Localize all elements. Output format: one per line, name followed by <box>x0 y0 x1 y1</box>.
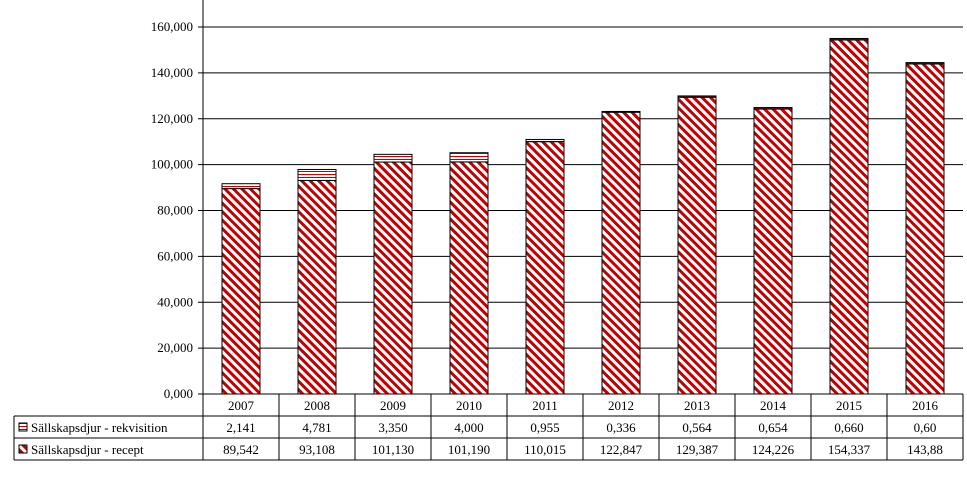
x-tick-label: 2007 <box>228 398 255 413</box>
y-tick-label: 100,000 <box>151 157 193 172</box>
bar-recept-2013 <box>677 96 717 395</box>
data-label: 124,226 <box>752 442 795 457</box>
bar-rekvisition-2012 <box>601 110 641 113</box>
bar-recept-2010 <box>449 161 489 395</box>
y-tick-label: 80,000 <box>157 203 193 218</box>
x-tick-label: 2012 <box>608 398 634 413</box>
bar-recept-2014 <box>753 108 793 395</box>
bar-rekvisition-2013 <box>677 95 717 98</box>
bar-rekvisition-2011 <box>525 138 565 143</box>
x-tick-label: 2011 <box>532 398 558 413</box>
data-label: 0,955 <box>530 420 559 435</box>
y-axis: 0,000 20,000 40,000 60,000 80,000 100,000 120,… <box>151 0 204 401</box>
data-label: 101,130 <box>372 442 414 457</box>
data-label: 101,190 <box>448 442 490 457</box>
data-label: 93,108 <box>299 442 335 457</box>
data-label: 154,337 <box>828 442 871 457</box>
y-tick-label: 140,000 <box>151 65 193 80</box>
legend-key-recept <box>18 444 28 454</box>
bar-rekvisition-2015 <box>829 37 869 41</box>
bar-rekvisition-2016 <box>905 62 945 65</box>
x-tick-label: 2010 <box>456 398 482 413</box>
data-label: 143,88 <box>907 442 943 457</box>
data-label: 0,564 <box>682 420 712 435</box>
data-label: 4,781 <box>302 420 331 435</box>
data-label: 0,654 <box>758 420 788 435</box>
x-tick-label: 2015 <box>836 398 862 413</box>
data-label: 3,350 <box>378 420 407 435</box>
bar-recept-2008 <box>297 179 337 395</box>
bar-recept-2009 <box>373 161 413 395</box>
x-tick-label: 2013 <box>684 398 710 413</box>
bar-recept-2016 <box>905 63 945 395</box>
data-label: 0,60 <box>914 420 937 435</box>
x-tick-label: 2008 <box>304 398 330 413</box>
bar-rekvisition-2010 <box>449 152 489 163</box>
x-tick-label: 2014 <box>760 398 787 413</box>
data-label: 0,660 <box>834 420 863 435</box>
bars <box>221 37 945 395</box>
bar-rekvisition-2008 <box>297 168 337 181</box>
data-label: 2,141 <box>226 420 255 435</box>
bar-recept-2015 <box>829 39 869 395</box>
data-label: 122,847 <box>600 442 643 457</box>
y-tick-label: 120,000 <box>151 111 193 126</box>
x-tick-label: 2016 <box>912 398 939 413</box>
y-tick-label: 20,000 <box>157 340 193 355</box>
bar-rekvisition-2014 <box>753 107 793 110</box>
y-tick-label: 160,000 <box>151 19 193 34</box>
legend-key-rekvisition <box>18 422 28 432</box>
bar-rekvisition-2007 <box>221 183 261 190</box>
bar-recept-2012 <box>601 111 641 395</box>
data-label: 0,336 <box>606 420 636 435</box>
data-label: 110,015 <box>524 442 566 457</box>
bar-recept-2011 <box>525 141 565 395</box>
data-label: 4,000 <box>454 420 483 435</box>
legend-label: Sällskapsdjur - rekvisition <box>31 420 168 435</box>
bar-recept-2007 <box>221 188 261 395</box>
x-tick-label: 2009 <box>380 398 406 413</box>
legend-label: Sällskapsdjur - recept <box>31 442 144 457</box>
bar-rekvisition-2009 <box>373 153 413 163</box>
y-tick-label: 60,000 <box>157 248 193 263</box>
y-tick-label: 0,000 <box>164 386 193 401</box>
data-label: 129,387 <box>676 442 719 457</box>
y-tick-label: 40,000 <box>157 294 193 309</box>
data-table: 2007 2008 2009 2010 2011 2012 2013 2014 2015 2016… <box>13 393 964 461</box>
data-label: 89,542 <box>223 442 259 457</box>
